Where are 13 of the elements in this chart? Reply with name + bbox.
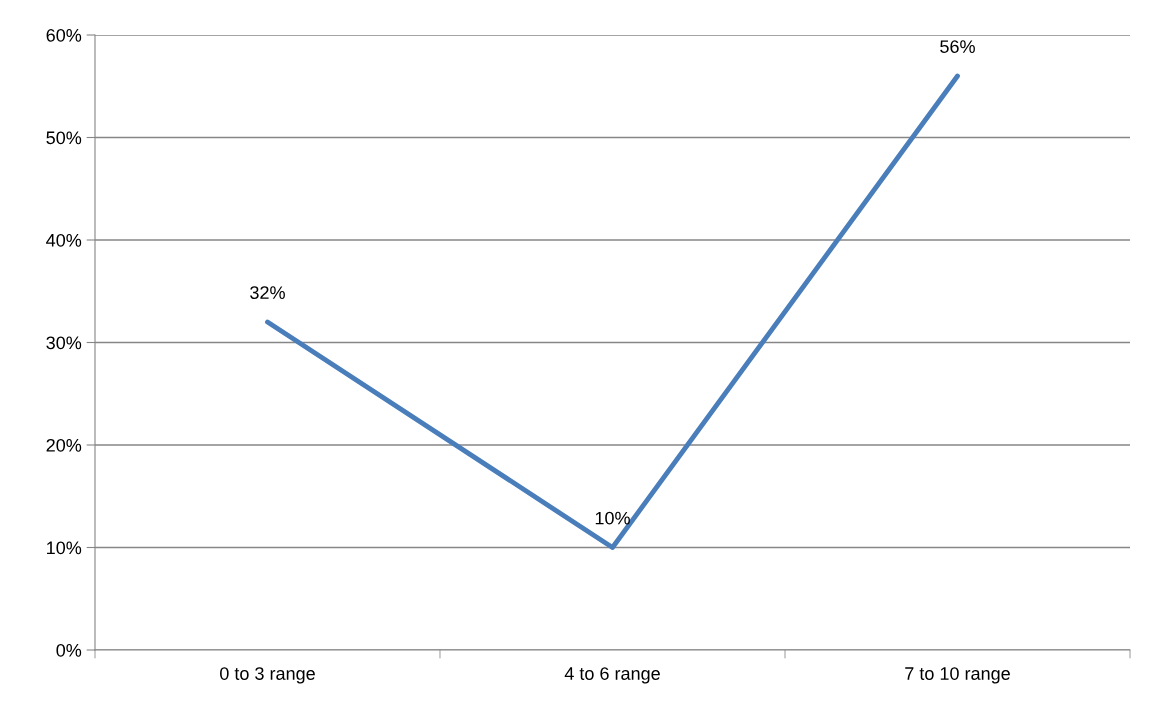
y-tick-label: 50% <box>46 131 82 145</box>
x-tick-label: 7 to 10 range <box>905 667 1010 684</box>
x-tick-label: 4 to 6 range <box>564 667 660 684</box>
data-label: 10% <box>595 511 630 525</box>
data-label: 56% <box>940 40 975 53</box>
y-tick-label: 40% <box>46 233 82 247</box>
y-tick-label: 60% <box>46 28 82 42</box>
y-tick-label: 10% <box>47 541 82 555</box>
y-tick-label: 30% <box>46 336 82 350</box>
y-tick-label: 20% <box>46 438 82 452</box>
data-label: 32% <box>250 286 285 299</box>
x-tick-label: 0 to 3 range <box>220 667 315 684</box>
y-tick-label: 0% <box>56 643 82 657</box>
